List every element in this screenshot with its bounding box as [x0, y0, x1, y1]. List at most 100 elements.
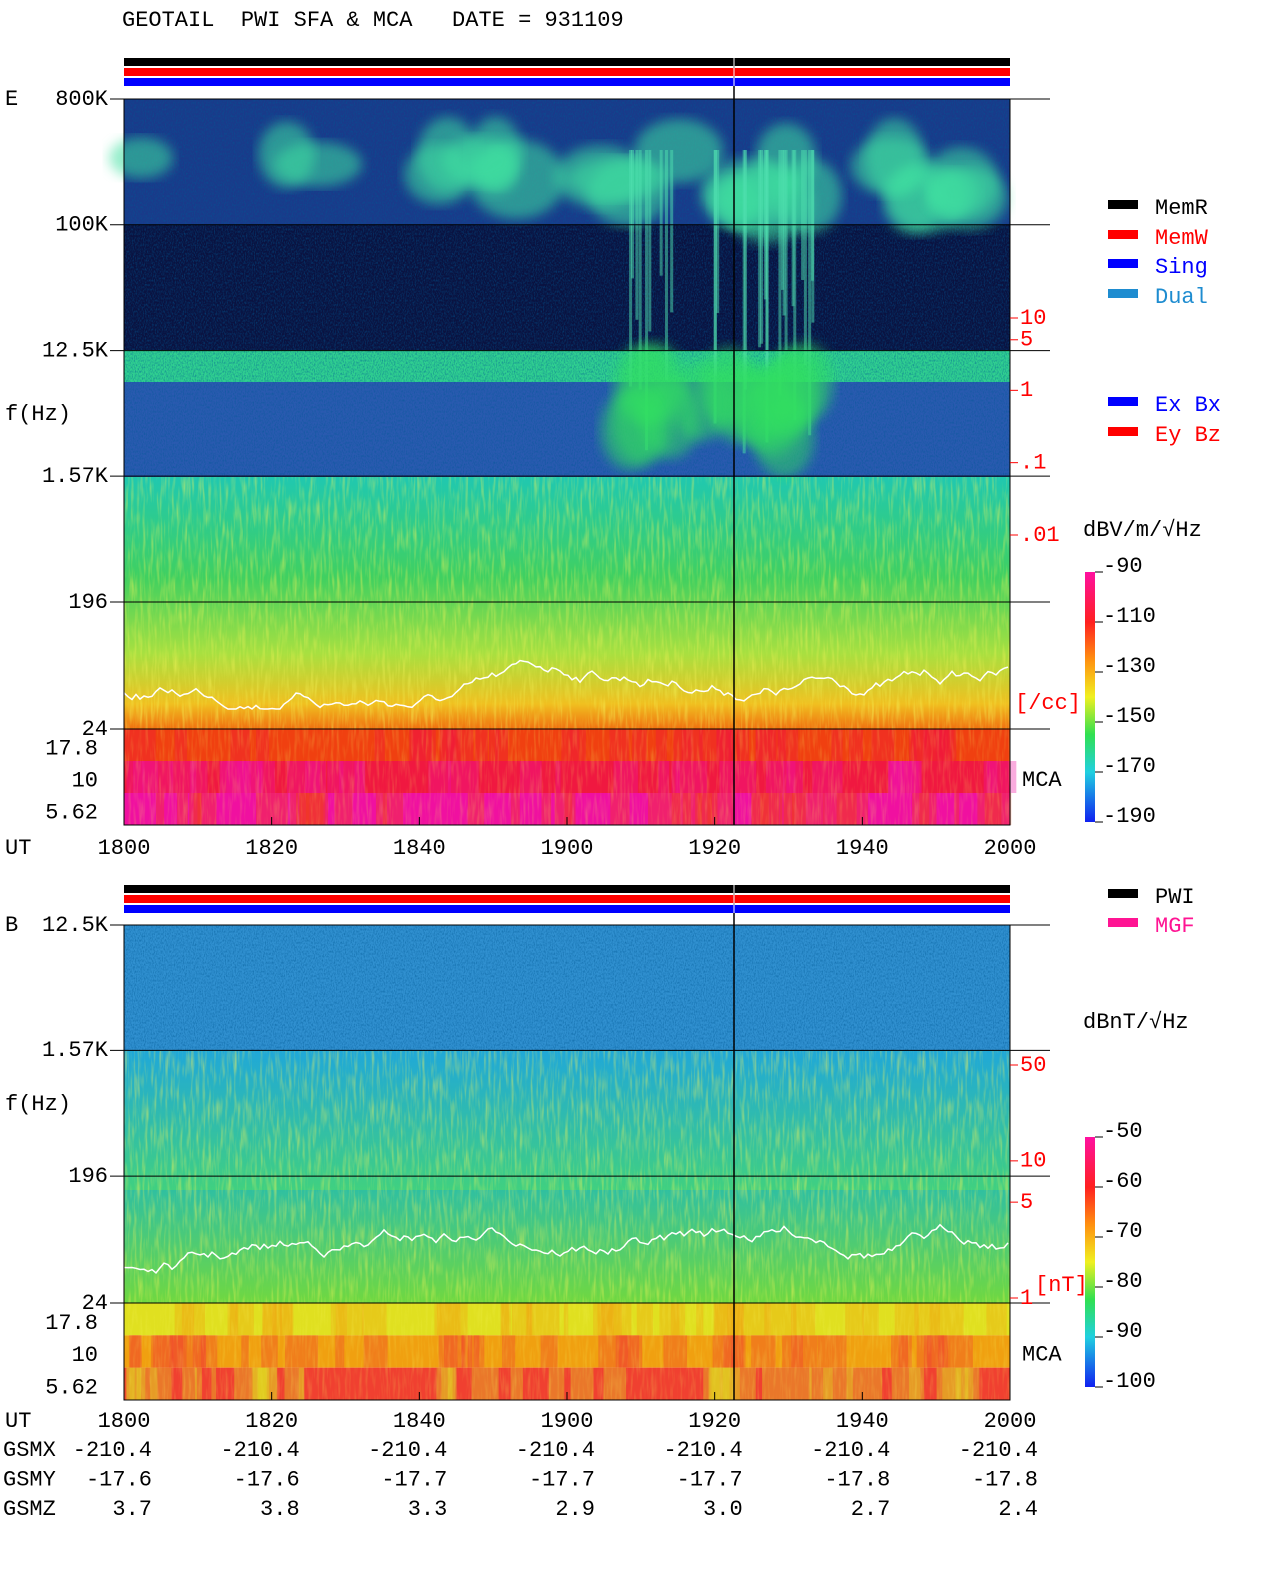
- orbit-value: -210.4: [368, 1438, 447, 1463]
- emission-streak: [664, 150, 668, 381]
- y-tick-label: 12.5K: [42, 913, 109, 938]
- legend-swatch: [1108, 889, 1138, 898]
- spectrogram-noise: [124, 477, 1010, 729]
- x-tick-label: 1840: [393, 836, 446, 861]
- emission-streak: [742, 150, 746, 454]
- density-trace: [123, 1223, 1009, 1274]
- emission-streak: [791, 150, 795, 307]
- orbit-label: GSMX: [3, 1438, 56, 1463]
- x-tick-label: 2000: [984, 836, 1037, 861]
- mca-tick-label: 10: [72, 1343, 98, 1368]
- panel-label: B: [5, 913, 18, 938]
- orbit-value: -17.7: [381, 1467, 447, 1492]
- status-bar: [124, 58, 1010, 66]
- colorbar-tick-label: -170: [1103, 754, 1156, 779]
- right-tick-label: 5: [1020, 1190, 1033, 1215]
- legend-label: Dual: [1155, 285, 1208, 310]
- mca-label: MCA: [1022, 1343, 1062, 1368]
- emission-streak: [758, 150, 762, 348]
- colorbar-tick-label: -50: [1103, 1119, 1143, 1144]
- x-tick-label: 1820: [245, 1409, 298, 1434]
- orbit-value: 3.0: [703, 1497, 743, 1522]
- colorbar-tick-label: -110: [1103, 604, 1156, 629]
- legend-label: MemR: [1155, 196, 1208, 221]
- legend-swatch: [1108, 200, 1138, 209]
- right-unit: [/cc]: [1015, 691, 1081, 716]
- emission-streak: [801, 150, 805, 281]
- emission-streak: [670, 150, 674, 313]
- y-tick-label: 12.5K: [42, 338, 109, 363]
- mca-tick-label: 17.8: [45, 1311, 98, 1336]
- x-tick-label: 1800: [98, 836, 151, 861]
- colorbar-label: dBnT/√Hz: [1083, 1010, 1189, 1035]
- y-tick-label: 24: [82, 717, 108, 742]
- right-tick-label: 1: [1020, 1286, 1033, 1311]
- colorbar-tick-label: -90: [1103, 554, 1143, 579]
- emission-blob: [753, 359, 814, 440]
- emission-streak: [780, 150, 784, 290]
- legend-swatch: [1108, 230, 1138, 239]
- emission-streak: [638, 150, 642, 390]
- spectrogram-noise: [124, 225, 1010, 350]
- orbit-value: 3.7: [112, 1497, 152, 1522]
- emission-streak: [760, 150, 764, 344]
- spectrogram-noise: [124, 382, 1010, 477]
- x-tick-label: 1900: [541, 1409, 594, 1434]
- emission-streak: [635, 150, 639, 320]
- orbit-label: GSMY: [3, 1467, 56, 1492]
- colorbar-tick-label: -60: [1103, 1169, 1143, 1194]
- legend-swatch: [1108, 289, 1138, 298]
- right-tick-label: 10: [1020, 1149, 1046, 1174]
- legend-label: Ex Bx: [1155, 393, 1221, 418]
- orbit-value: -210.4: [663, 1438, 742, 1463]
- emission-streak: [648, 150, 652, 332]
- orbit-value: -210.4: [959, 1438, 1038, 1463]
- mca-tick-label: 17.8: [45, 737, 98, 762]
- right-tick-label: .01: [1020, 523, 1060, 548]
- status-bar: [124, 895, 1010, 903]
- x-axis-label: UT: [5, 1409, 31, 1434]
- y-tick-label: 1.57K: [42, 1038, 109, 1063]
- emission-blob: [109, 137, 174, 179]
- emission-streak: [645, 150, 649, 451]
- orbit-value: -210.4: [220, 1438, 299, 1463]
- spectrogram-noise: [124, 350, 1010, 382]
- emission-blob: [442, 136, 518, 186]
- emission-streak: [778, 150, 782, 396]
- emission-blob: [865, 118, 924, 196]
- colorbar: [1085, 572, 1095, 822]
- orbit-value: 2.4: [998, 1497, 1038, 1522]
- x-tick-label: 1820: [245, 836, 298, 861]
- legend-swatch: [1108, 259, 1138, 268]
- legend-label: MGF: [1155, 914, 1195, 939]
- mca-tick-label: 5.62: [45, 1376, 98, 1401]
- y-tick-label: 800K: [55, 87, 109, 112]
- title: GEOTAIL PWI SFA & MCA DATE = 931109: [122, 8, 624, 33]
- y-tick-label: 1.57K: [42, 464, 109, 489]
- orbit-value: -17.6: [86, 1467, 152, 1492]
- colorbar-tick-label: -80: [1103, 1269, 1143, 1294]
- orbit-value: -210.4: [811, 1438, 890, 1463]
- orbit-value: 3.3: [408, 1497, 448, 1522]
- colorbar-label: dBV/m/√Hz: [1083, 518, 1202, 543]
- legend-label: Ey Bz: [1155, 423, 1221, 448]
- legend-label: PWI: [1155, 885, 1195, 910]
- emission-streak: [811, 150, 815, 323]
- y-tick-label: 196: [68, 1164, 108, 1189]
- orbit-value: -17.6: [234, 1467, 300, 1492]
- right-unit: [nT]: [1035, 1273, 1088, 1298]
- y-axis-label: f(Hz): [5, 1092, 71, 1117]
- x-tick-label: 1920: [688, 1409, 741, 1434]
- emission-streak: [784, 150, 788, 351]
- colorbar-tick-label: -150: [1103, 704, 1156, 729]
- x-tick-label: 2000: [984, 1409, 1037, 1434]
- legend-swatch: [1108, 397, 1138, 406]
- orbit-value: -17.7: [677, 1467, 743, 1492]
- legend-label: MemW: [1155, 226, 1209, 251]
- mca-noise: [124, 1303, 1010, 1400]
- emission-streak: [765, 150, 769, 368]
- emission-blob: [634, 119, 724, 183]
- emission-streak: [713, 150, 717, 424]
- spectrogram-noise: [124, 925, 1010, 1051]
